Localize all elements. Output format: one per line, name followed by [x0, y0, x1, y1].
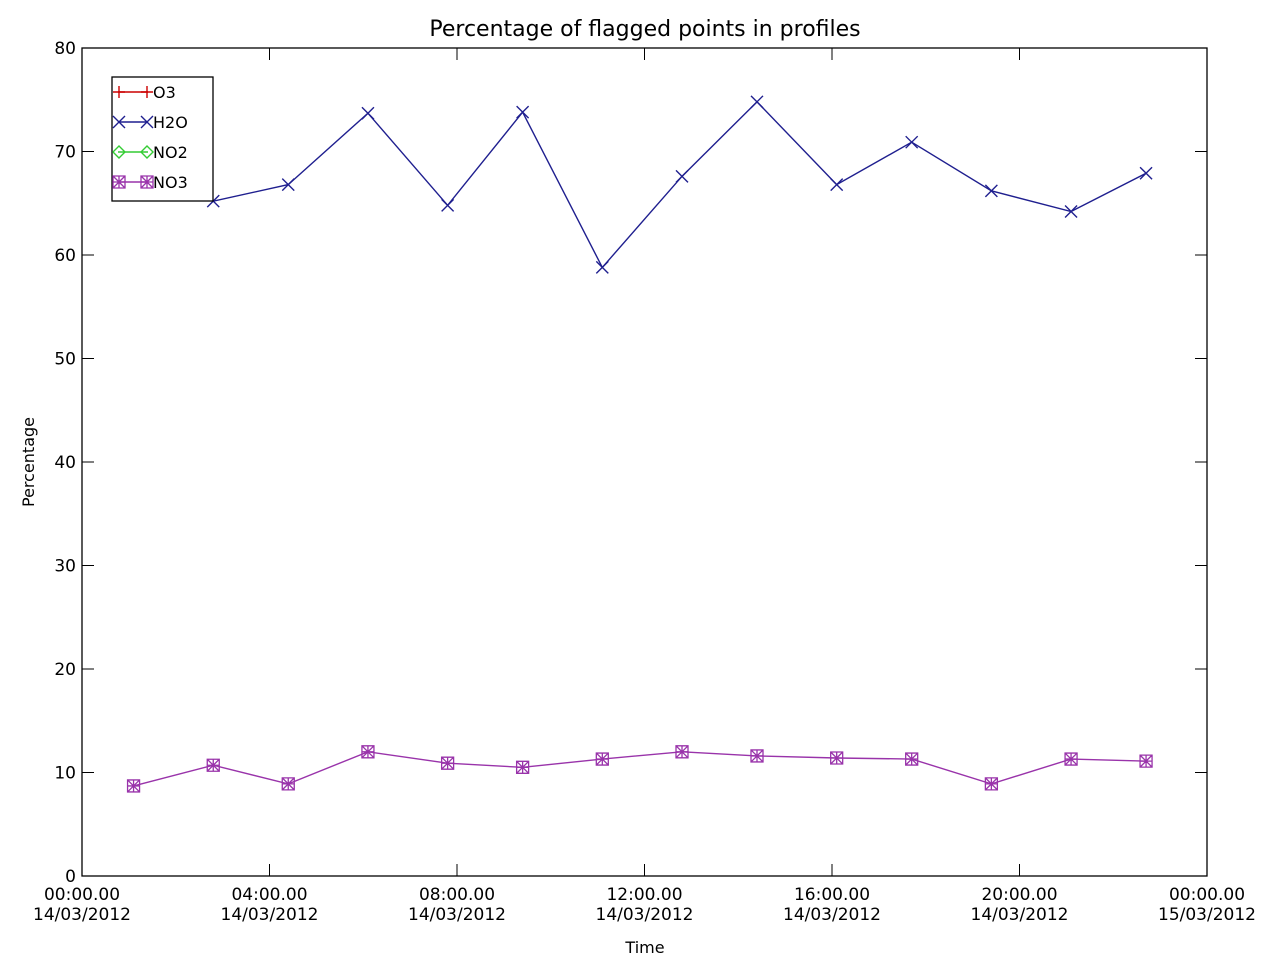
x-tick-label-time: 04:00.00: [231, 885, 307, 905]
data-point-no3: [440, 756, 455, 770]
data-point-no3: [830, 751, 844, 765]
y-tick-label: 0: [65, 867, 76, 887]
data-point-h2o: [984, 184, 998, 198]
data-point-no3: [126, 779, 141, 793]
data-point-h2o: [441, 198, 455, 212]
legend-marker-h2o: [112, 115, 126, 129]
data-point-no3: [984, 777, 999, 791]
x-tick-label-date: 14/03/2012: [971, 905, 1069, 925]
series-line-no3: [133, 751, 1147, 787]
data-point-no3: [515, 760, 530, 774]
series-line-h2o: [133, 100, 1147, 269]
y-tick-label: 10: [54, 764, 76, 784]
x-tick-label-time: 00:00.00: [44, 885, 120, 905]
x-axis-title: Time: [624, 938, 664, 957]
data-point-no3: [1064, 752, 1078, 766]
y-tick-label: 40: [54, 453, 76, 473]
legend-label-o3: O3: [153, 83, 176, 102]
y-tick-label: 70: [54, 143, 76, 163]
legend-box: [111, 76, 214, 202]
data-point-h2o: [361, 106, 375, 120]
series-layer: [126, 95, 1153, 793]
legend-marker-no2: [112, 145, 126, 159]
legend-label-no2: NO2: [153, 143, 188, 162]
data-point-h2o: [675, 169, 689, 183]
data-point-h2o: [905, 135, 919, 149]
legend-marker-no2: [140, 145, 154, 159]
y-axis-title: Percentage: [19, 417, 38, 507]
x-tick-label-time: 12:00.00: [606, 885, 682, 905]
y-tick-label: 30: [54, 557, 76, 577]
legend-marker-o3: [113, 86, 125, 98]
data-point-no3: [1139, 754, 1153, 768]
x-tick-label-time: 20:00.00: [981, 885, 1057, 905]
data-point-no3: [361, 745, 375, 759]
legend-marker-o3: [141, 86, 153, 98]
data-point-no3: [675, 745, 689, 759]
data-point-h2o: [1139, 166, 1153, 180]
x-tick-label-time: 16:00.00: [794, 885, 870, 905]
series-h2o: [127, 95, 1153, 274]
x-tick-label-date: 14/03/2012: [33, 905, 131, 925]
y-tick-label: 60: [54, 246, 76, 266]
x-tick-label-date: 14/03/2012: [596, 905, 694, 925]
x-tick-label-date: 14/03/2012: [783, 905, 881, 925]
data-point-no3: [595, 752, 609, 766]
legend: O3 H2O NO2 NO3: [111, 76, 214, 202]
data-point-h2o: [750, 95, 764, 109]
x-tick-label-date: 14/03/2012: [221, 905, 319, 925]
x-tick-label-time: 00:00.00: [1169, 885, 1245, 905]
data-point-h2o: [516, 105, 530, 119]
legend-marker-no3: [112, 175, 126, 189]
y-tick-label: 80: [54, 39, 76, 59]
chart-title: Percentage of flagged points in profiles: [429, 17, 860, 42]
data-point-h2o: [595, 260, 609, 274]
x-tick-label-date: 14/03/2012: [408, 905, 506, 925]
legend-label-h2o: H2O: [153, 113, 188, 132]
y-tick-label: 50: [54, 350, 76, 370]
data-point-no3: [750, 749, 764, 763]
x-tick-label-time: 08:00.00: [419, 885, 495, 905]
data-point-no3: [905, 752, 919, 766]
series-no3: [126, 745, 1153, 793]
data-point-no3: [281, 777, 295, 791]
legend-marker-h2o: [140, 115, 154, 129]
data-point-h2o: [281, 178, 295, 192]
data-point-h2o: [830, 178, 844, 192]
y-tick-label: 20: [54, 660, 76, 680]
legend-label-no3: NO3: [153, 173, 188, 192]
data-point-no3: [206, 758, 220, 772]
plot-frame: [81, 47, 1208, 877]
axis-ticks: 0102030405060708000:00.0014/03/201204:00…: [33, 39, 1256, 925]
legend-marker-no3: [140, 175, 154, 189]
x-tick-label-date: 15/03/2012: [1158, 905, 1256, 925]
data-point-h2o: [1064, 205, 1078, 219]
